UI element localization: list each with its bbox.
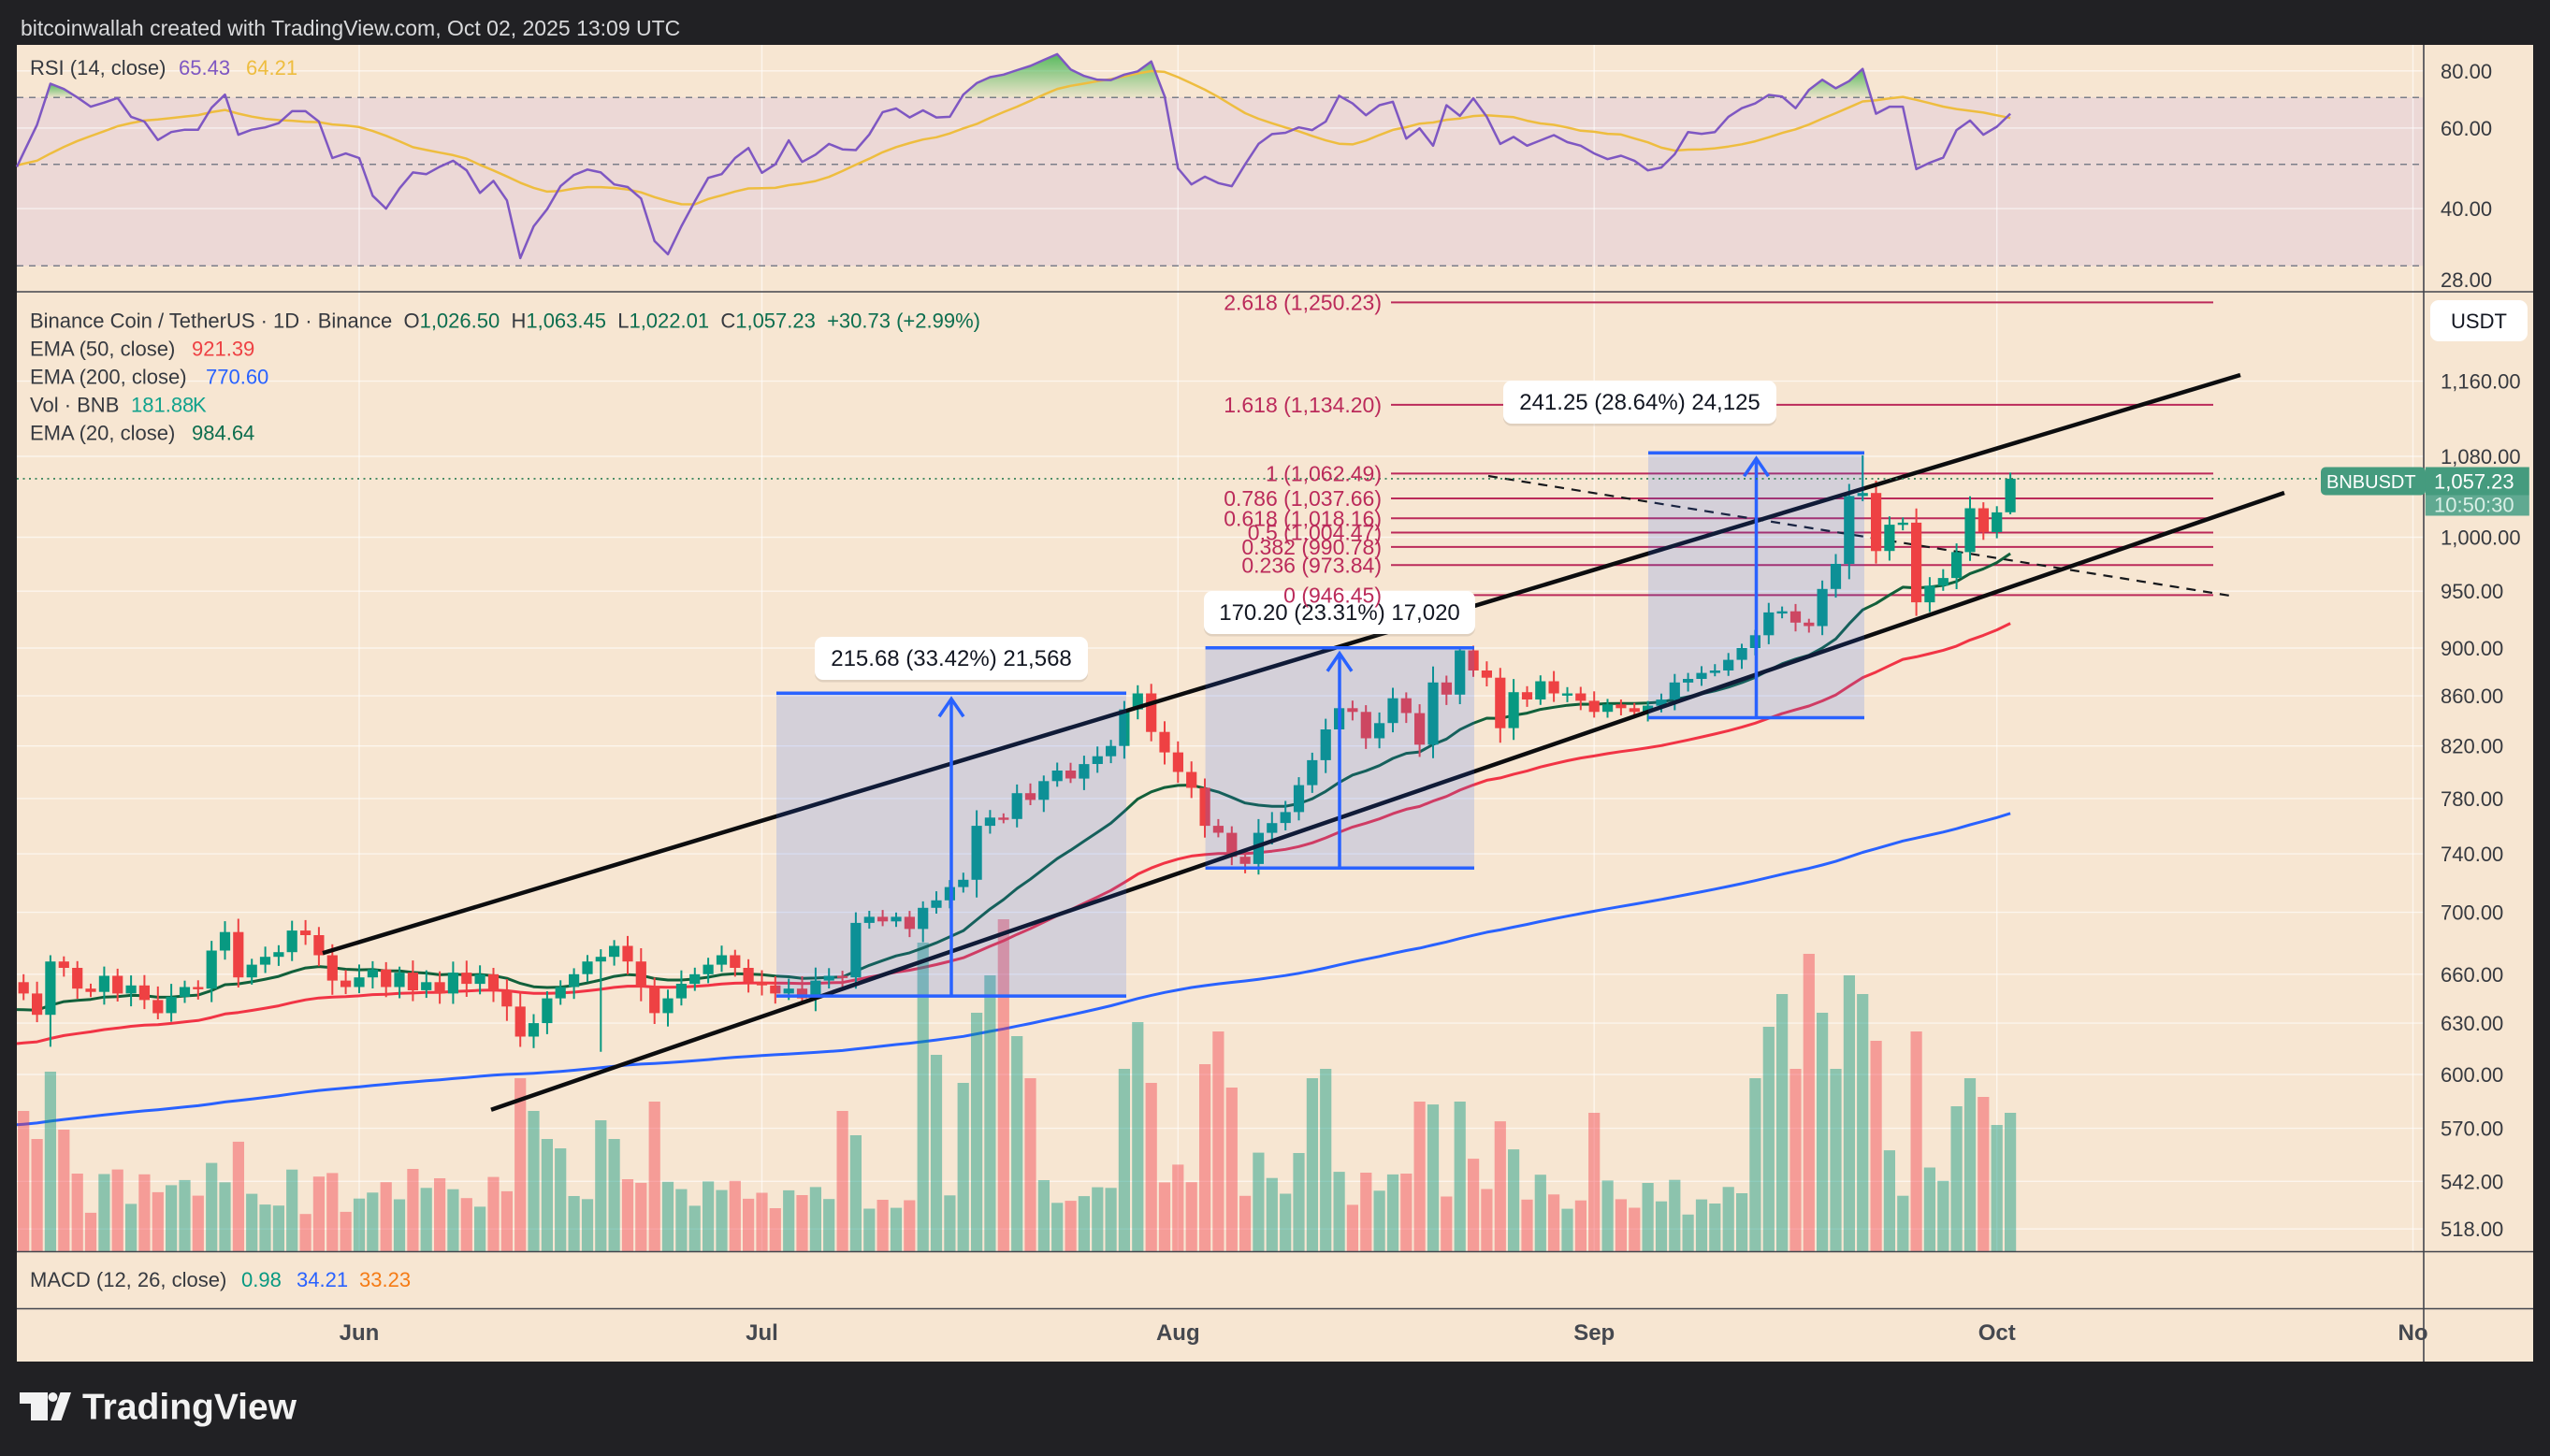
svg-text:34.21: 34.21 xyxy=(297,1268,348,1291)
svg-text:780.00: 780.00 xyxy=(2441,787,2503,811)
svg-text:BNBUSDT: BNBUSDT xyxy=(2326,472,2416,493)
svg-text:Jun: Jun xyxy=(340,1320,380,1346)
svg-text:181.88: 181.88 xyxy=(131,394,194,417)
svg-text:TradingView: TradingView xyxy=(82,1388,297,1428)
svg-text:Vol · BNB: Vol · BNB xyxy=(30,394,119,417)
svg-text:60.00: 60.00 xyxy=(2441,117,2492,140)
svg-text:65.43: 65.43 xyxy=(179,56,230,79)
svg-text:860.00: 860.00 xyxy=(2441,685,2503,708)
svg-text:RSI (14, close): RSI (14, close) xyxy=(30,56,167,79)
svg-text:900.00: 900.00 xyxy=(2441,637,2503,660)
svg-text:64.21: 64.21 xyxy=(246,56,297,79)
svg-text:542.00: 542.00 xyxy=(2441,1170,2503,1193)
svg-text:Oct: Oct xyxy=(1978,1320,2016,1346)
svg-text:700.00: 700.00 xyxy=(2441,901,2503,925)
svg-text:0.786 (1,037.66): 0.786 (1,037.66) xyxy=(1224,486,1382,511)
svg-text:0.5 (1,004.47): 0.5 (1,004.47) xyxy=(1248,521,1382,545)
svg-text:1,160.00: 1,160.00 xyxy=(2441,370,2521,394)
svg-text:28.00: 28.00 xyxy=(2441,268,2492,292)
svg-text:0 (946.45): 0 (946.45) xyxy=(1283,583,1382,607)
svg-text:Sep: Sep xyxy=(1573,1320,1615,1346)
svg-text:1,057.23: 1,057.23 xyxy=(2434,470,2514,494)
svg-text:EMA (50, close): EMA (50, close) xyxy=(30,338,175,361)
svg-text:Binance Coin / TetherUS · 1D ·: Binance Coin / TetherUS · 1D · Binance O… xyxy=(30,310,980,333)
svg-text:170.20 (23.31%) 17,020: 170.20 (23.31%) 17,020 xyxy=(1219,600,1460,626)
svg-text:770.60: 770.60 xyxy=(206,366,268,389)
svg-text:1,080.00: 1,080.00 xyxy=(2441,445,2521,469)
svg-text:0.618 (1,018.16): 0.618 (1,018.16) xyxy=(1224,506,1382,530)
svg-text:0.382 (990.78): 0.382 (990.78) xyxy=(1241,535,1382,559)
svg-text:2.618 (1,250.23): 2.618 (1,250.23) xyxy=(1224,290,1382,314)
svg-text:984.64: 984.64 xyxy=(192,422,254,445)
svg-text:600.00: 600.00 xyxy=(2441,1063,2503,1087)
svg-text:1.618 (1,134.20): 1.618 (1,134.20) xyxy=(1224,393,1382,417)
svg-text:EMA (200, close): EMA (200, close) xyxy=(30,366,187,389)
svg-text:EMA (20, close): EMA (20, close) xyxy=(30,422,175,445)
svg-text:740.00: 740.00 xyxy=(2441,843,2503,866)
svg-text:10:50:30: 10:50:30 xyxy=(2434,494,2514,517)
svg-text:241.25 (28.64%) 24,125: 241.25 (28.64%) 24,125 xyxy=(1519,390,1760,415)
svg-text:40.00: 40.00 xyxy=(2441,197,2492,221)
svg-text:No: No xyxy=(2398,1320,2428,1346)
svg-text:660.00: 660.00 xyxy=(2441,963,2503,987)
svg-text:570.00: 570.00 xyxy=(2441,1117,2503,1141)
svg-text:0.98: 0.98 xyxy=(241,1268,282,1291)
svg-text:518.00: 518.00 xyxy=(2441,1218,2503,1241)
svg-text:820.00: 820.00 xyxy=(2441,735,2503,758)
svg-text:bitcoinwallah created with Tra: bitcoinwallah created with TradingView.c… xyxy=(21,16,680,40)
svg-text:K: K xyxy=(193,394,207,417)
svg-text:1,000.00: 1,000.00 xyxy=(2441,526,2521,550)
svg-text:33.23: 33.23 xyxy=(359,1268,411,1291)
svg-text:USDT: USDT xyxy=(2451,310,2507,333)
svg-text:1 (1,062.49): 1 (1,062.49) xyxy=(1266,461,1382,485)
svg-text:Jul: Jul xyxy=(746,1320,778,1346)
svg-text:215.68 (33.42%) 21,568: 215.68 (33.42%) 21,568 xyxy=(831,646,1072,671)
svg-text:950.00: 950.00 xyxy=(2441,580,2503,603)
svg-text:Aug: Aug xyxy=(1156,1320,1200,1346)
svg-text:630.00: 630.00 xyxy=(2441,1012,2503,1035)
svg-text:921.39: 921.39 xyxy=(192,338,254,361)
svg-text:0.236 (973.84): 0.236 (973.84) xyxy=(1241,553,1382,577)
svg-text:MACD (12, 26, close): MACD (12, 26, close) xyxy=(30,1268,226,1291)
svg-text:80.00: 80.00 xyxy=(2441,60,2492,83)
